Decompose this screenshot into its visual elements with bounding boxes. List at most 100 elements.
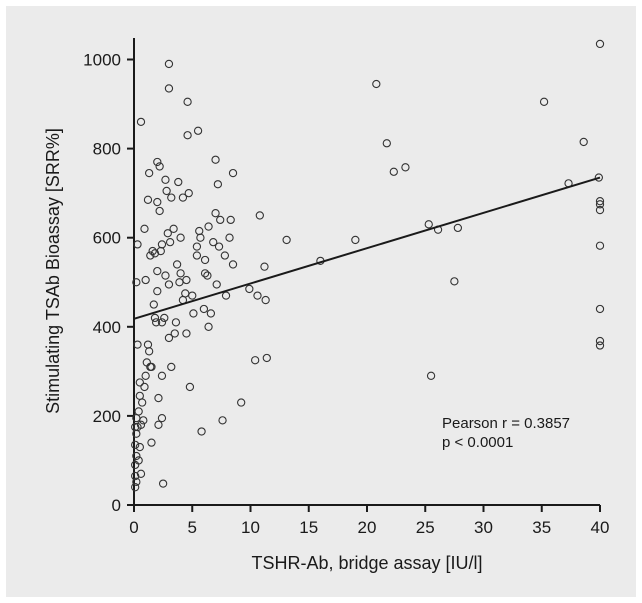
data-point xyxy=(204,322,213,331)
data-point xyxy=(214,242,224,251)
data-point xyxy=(131,440,140,450)
data-point xyxy=(225,233,234,242)
x-tick-label: 35 xyxy=(532,518,551,537)
data-point xyxy=(131,471,140,481)
data-point xyxy=(211,209,220,218)
data-point xyxy=(157,371,167,380)
data-point xyxy=(161,175,170,184)
data-point xyxy=(134,407,143,416)
data-point xyxy=(206,309,216,318)
data-point xyxy=(143,195,153,204)
data-point xyxy=(212,280,221,289)
data-point xyxy=(595,200,605,209)
x-tick-label: 5 xyxy=(188,518,197,537)
data-point xyxy=(135,442,144,452)
data-point xyxy=(220,251,230,260)
data-point xyxy=(539,97,549,106)
data-point xyxy=(164,280,174,289)
regression-line xyxy=(133,176,601,320)
data-point xyxy=(155,162,164,171)
data-point xyxy=(172,260,182,269)
data-point xyxy=(141,371,150,380)
x-tick-label: 40 xyxy=(591,518,610,537)
data-point xyxy=(200,255,210,265)
data-point xyxy=(182,275,191,285)
x-axis-title: TSHR-Ab, bridge assay [IU/l] xyxy=(251,553,482,573)
data-point xyxy=(204,222,213,231)
data-point xyxy=(197,427,206,436)
data-point xyxy=(131,483,140,492)
data-point xyxy=(170,329,179,338)
x-tick-label: 30 xyxy=(474,518,493,537)
data-point xyxy=(595,304,605,314)
data-point xyxy=(167,362,176,372)
data-point xyxy=(453,223,463,233)
data-point xyxy=(164,333,174,343)
y-tick-label: 600 xyxy=(93,229,121,248)
data-point xyxy=(153,287,162,296)
data-point xyxy=(218,416,227,425)
y-axis-title: Stimulating TSAb Bioassay [SRR%] xyxy=(43,128,63,414)
data-point xyxy=(133,240,142,249)
data-point xyxy=(245,284,254,294)
data-point xyxy=(157,413,167,423)
x-tick-label: 0 xyxy=(129,518,138,537)
x-tick-label: 20 xyxy=(358,518,377,537)
data-point xyxy=(132,278,141,287)
data-point xyxy=(167,193,176,202)
data-point xyxy=(162,186,171,196)
data-point xyxy=(261,295,270,305)
data-point xyxy=(262,353,271,363)
data-point xyxy=(161,271,170,280)
data-point xyxy=(155,206,164,216)
data-point xyxy=(164,84,174,93)
data-point xyxy=(143,340,153,349)
data-point xyxy=(132,451,141,461)
data-point xyxy=(595,336,605,346)
data-point xyxy=(389,167,398,176)
data-point xyxy=(164,59,174,69)
data-points xyxy=(131,39,605,492)
data-point xyxy=(150,313,160,323)
data-point xyxy=(228,168,238,178)
data-point xyxy=(140,224,149,233)
y-tick-label: 800 xyxy=(93,140,121,159)
data-point xyxy=(153,266,162,276)
data-point xyxy=(133,340,142,349)
data-point xyxy=(183,131,192,140)
data-point xyxy=(136,117,146,127)
y-tick-label: 1000 xyxy=(83,51,121,70)
data-point xyxy=(134,456,143,465)
p-value-annotation: p < 0.0001 xyxy=(442,434,513,451)
data-point xyxy=(136,420,146,429)
y-tick-label: 0 xyxy=(112,496,121,515)
data-point xyxy=(192,251,202,260)
data-point xyxy=(144,347,154,356)
data-point xyxy=(150,249,160,258)
data-point xyxy=(157,240,167,249)
data-point xyxy=(185,382,195,392)
data-point xyxy=(211,155,220,164)
data-point xyxy=(175,278,184,287)
data-point xyxy=(169,224,178,233)
data-point xyxy=(153,197,162,207)
data-point xyxy=(153,157,162,167)
data-point xyxy=(163,229,172,238)
data-point xyxy=(165,238,175,247)
y-tick-label: 200 xyxy=(93,407,121,426)
data-point xyxy=(183,97,192,106)
data-point xyxy=(213,180,223,189)
data-point xyxy=(255,211,264,220)
data-point xyxy=(192,242,202,251)
data-point xyxy=(131,422,140,432)
data-point xyxy=(221,291,231,300)
data-point xyxy=(160,313,169,323)
data-point xyxy=(149,300,158,309)
data-point xyxy=(195,226,204,236)
data-point xyxy=(228,260,238,269)
data-point xyxy=(260,262,269,271)
data-point xyxy=(193,126,203,135)
data-point xyxy=(135,391,144,401)
data-point xyxy=(151,318,161,327)
